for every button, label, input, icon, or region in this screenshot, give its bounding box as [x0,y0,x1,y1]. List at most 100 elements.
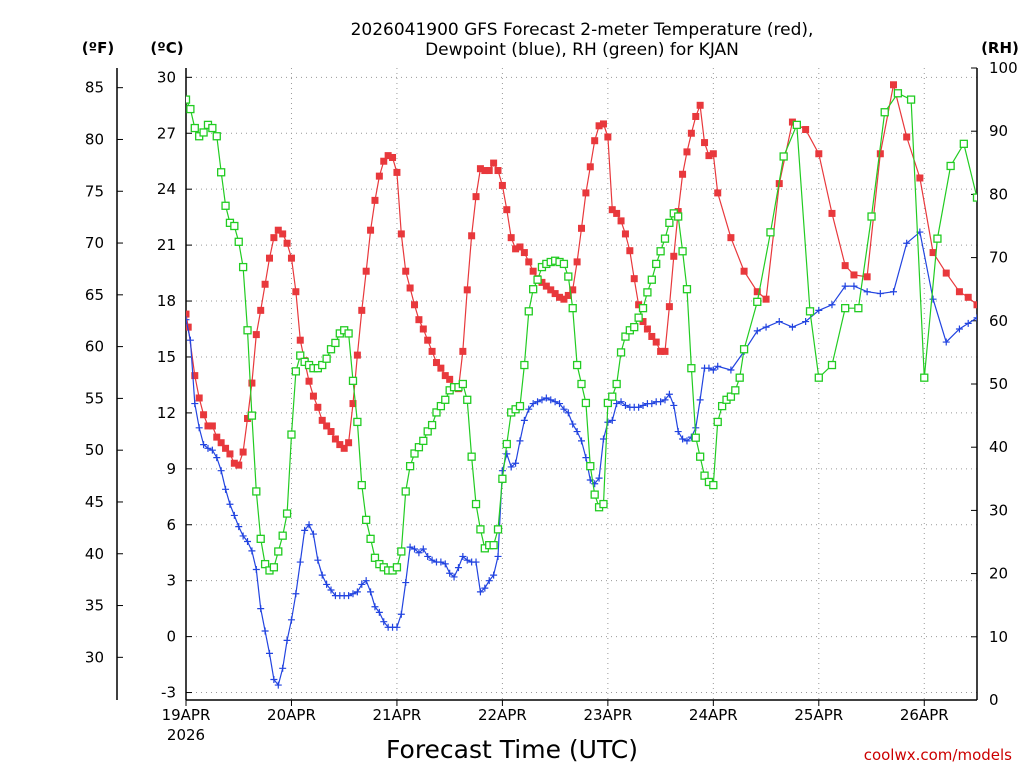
dewpoint-marker [841,282,849,290]
temperature-marker [327,428,335,436]
temperature-marker [916,174,924,182]
dewpoint-marker [815,306,823,314]
dewpoint-marker [252,565,260,573]
dewpoint-marker [578,437,585,445]
temperature-marker [582,189,590,197]
temperature-marker [648,332,656,340]
temperature-marker [314,403,322,411]
dewpoint-marker [929,295,937,303]
x-tick-label: 26APR [900,706,949,724]
rh-marker [331,338,340,348]
temperature-marker [468,232,476,240]
temperature-marker [617,217,625,225]
temperature-marker [802,126,810,134]
series-dewpoint [186,228,977,689]
series-line [186,230,977,687]
temperature-marker [788,118,796,126]
dewpoint-marker [850,282,858,290]
temperature-marker [200,411,208,419]
dewpoint-marker [353,588,361,596]
temperature-marker [367,226,375,234]
temperature-marker [679,170,687,178]
dewpoint-marker [520,416,528,424]
temperature-marker [696,101,704,109]
temperature-marker [428,347,436,355]
dewpoint-marker [516,437,524,445]
rh-axis: 0 10 20 30 40 50 60 70 80 90 100 [971,59,1018,709]
dewpoint-marker [265,649,273,657]
rh-marker [287,430,296,439]
dewpoint-marker [204,444,212,452]
rh-marker [476,525,485,534]
rh-marker [621,332,630,341]
temperature-marker [551,290,559,298]
rh-marker [559,259,569,269]
rh-marker [234,237,243,246]
dewpoint-marker [525,405,533,413]
temperature-marker [863,273,871,281]
temperature-marker [195,394,203,402]
rh-marker [906,95,916,104]
dewpoint-marker [371,603,379,611]
celsius-tick-label: 30 [157,68,176,86]
rh-tick-label: 40 [989,438,1008,456]
rh-tick-label: 90 [989,122,1008,140]
temperature-marker [485,167,493,175]
fahrenheit-axis: 30 35 40 45 50 55 60 65 70 75 80 85 [85,79,123,666]
rh-marker [515,401,525,411]
dewpoint-marker [498,467,506,475]
rh-marker [217,168,226,177]
temperature-marker [490,159,498,167]
celsius-tick-label: 21 [157,236,176,254]
dewpoint-marker [507,463,515,471]
rh-tick-label: 0 [989,691,999,709]
rh-marker [274,547,283,556]
rh-marker [946,161,955,171]
rh-marker [463,395,472,404]
dewpoint-marker [608,416,616,424]
fahrenheit-tick-label: 75 [85,182,104,200]
dewpoint-marker [503,450,511,458]
dewpoint-marker [349,590,357,598]
temperature-marker [621,230,629,238]
rh-marker [370,553,380,562]
rh-marker [792,120,801,130]
dewpoint-marker [556,400,564,408]
dewpoint-marker [512,459,520,467]
dewpoint-marker [283,636,291,644]
x-tick-label: 23APR [583,706,632,724]
temperature-marker [657,347,665,355]
dewpoint-marker [217,467,225,475]
dewpoint-marker [226,500,234,508]
rh-marker [682,285,692,294]
temperature-marker [890,81,898,89]
temperature-marker [441,372,449,380]
temperature-marker [850,271,858,279]
temperature-marker [186,310,190,318]
rh-marker [186,104,195,114]
dewpoint-marker [494,552,502,560]
dewpoint-marker [463,556,471,564]
dewpoint-marker [314,556,322,564]
temperature-marker [841,262,849,270]
dewpoint-marker [661,396,669,404]
fahrenheit-tick-label: 85 [85,79,104,97]
rh-marker [366,534,375,543]
rh-marker [401,487,410,496]
rh-marker [423,427,432,436]
dewpoint-marker [679,435,687,443]
credit-label: coolwx.com/models [864,746,1012,764]
celsius-unit-label: (ºC) [150,39,183,57]
temperature-marker [564,291,572,299]
dewpoint-marker [476,588,484,596]
celsius-tick-label: 9 [166,460,176,478]
temperature-marker [274,226,282,234]
rh-marker [256,534,265,543]
dewpoint-marker [397,610,405,618]
dewpoint-marker [648,400,656,408]
dewpoint-marker [639,401,647,409]
temperature-marker [437,364,445,372]
series-line [186,92,977,572]
rh-marker [322,354,331,363]
dewpoint-marker [595,474,603,482]
